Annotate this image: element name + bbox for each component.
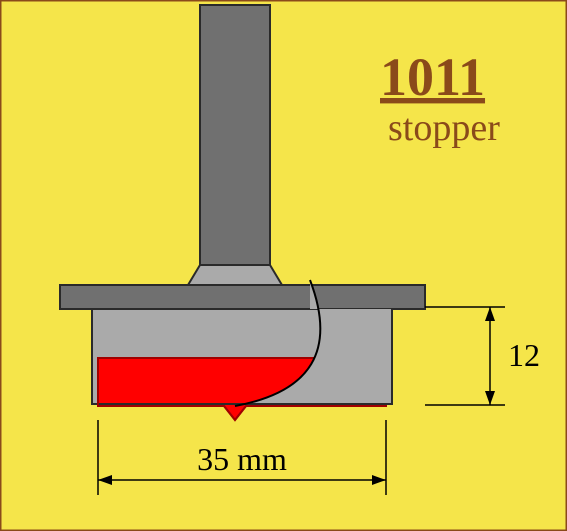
plate <box>60 285 425 309</box>
height-label: 12 <box>508 337 540 373</box>
diagram-svg: 1011stopper 35 mm 12 <box>0 0 567 531</box>
width-label: 35 mm <box>197 441 287 477</box>
title-subtitle: stopper <box>388 107 500 149</box>
title-number: 1011 <box>380 47 485 107</box>
diagram-container: { "title": { "number": "1011", "subtitle… <box>0 0 567 531</box>
shank <box>200 5 270 265</box>
taper <box>188 265 282 285</box>
